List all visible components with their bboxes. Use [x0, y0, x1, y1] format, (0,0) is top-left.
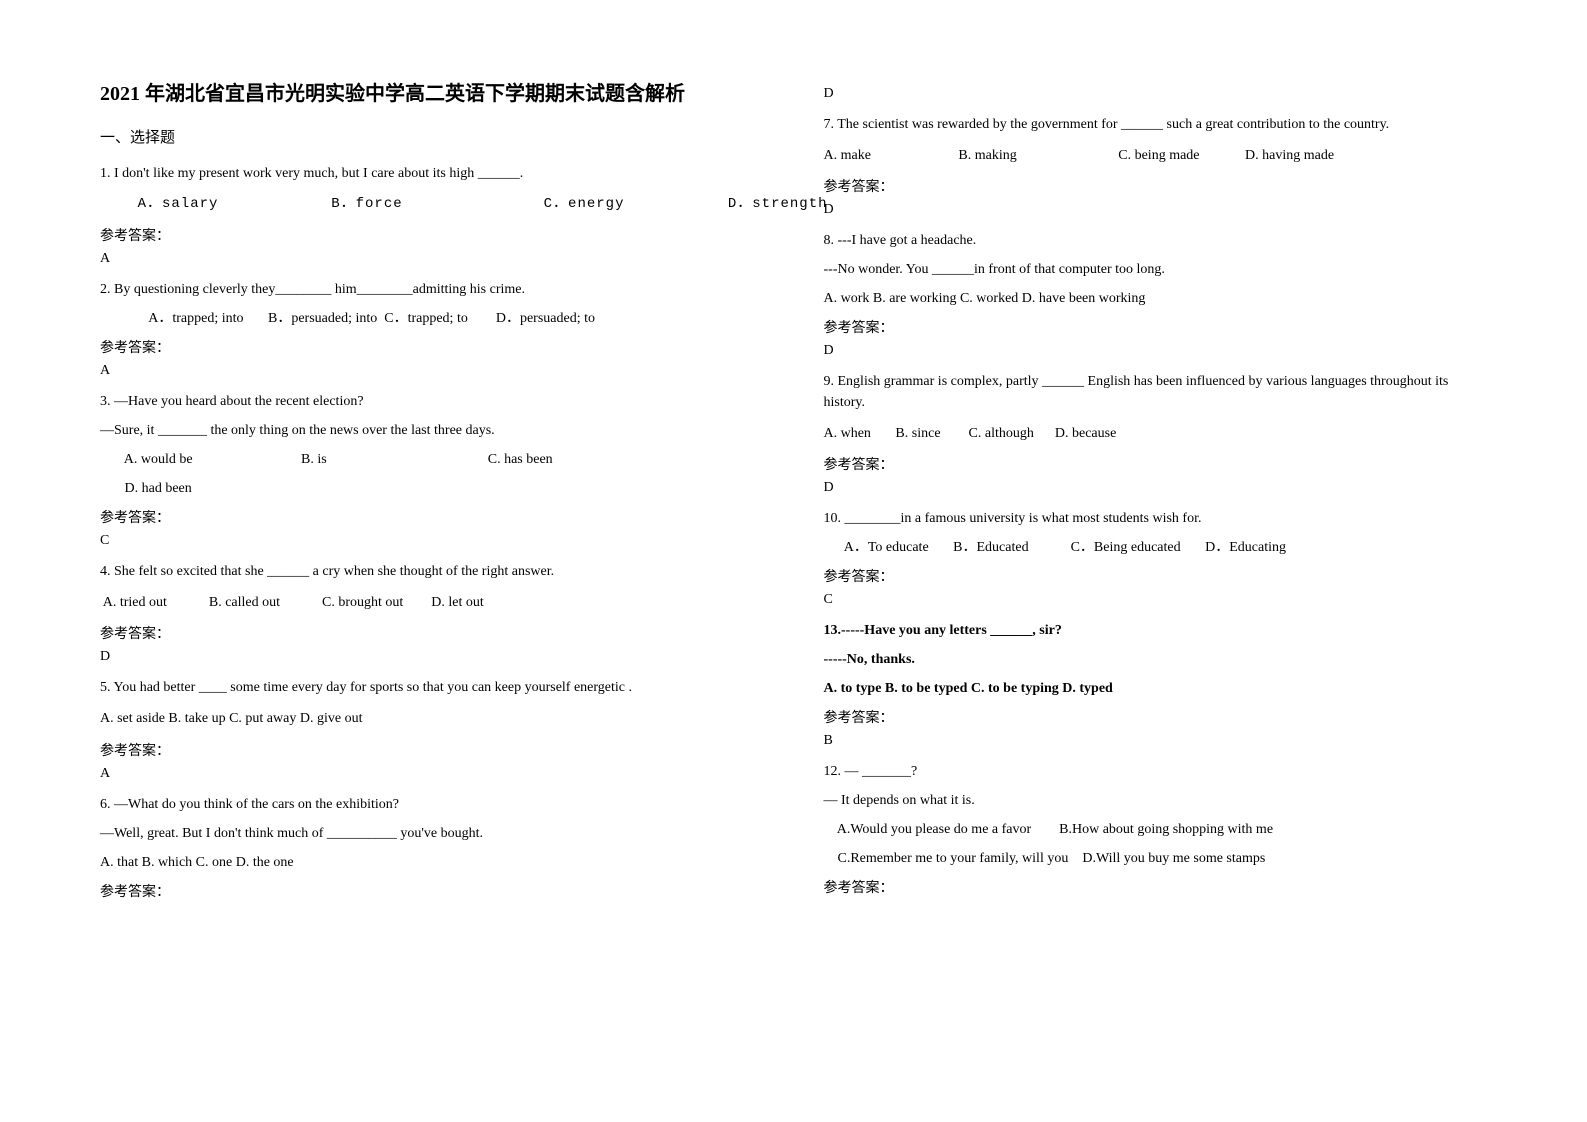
q8-line2: ---No wonder. You ______in front of that… [824, 259, 1488, 280]
q7-answer: D [824, 202, 1488, 218]
q10-answer: C [824, 592, 1488, 608]
q3-line4: D. had been [100, 478, 764, 499]
q8-line1: 8. ---I have got a headache. [824, 230, 1488, 251]
q5-stem: 5. You had better ____ some time every d… [100, 677, 764, 698]
q3-line2: —Sure, it _______ the only thing on the … [100, 420, 764, 441]
q7-options: A. make B. making C. being made D. havin… [824, 143, 1488, 168]
q2-options: A．trapped; into B．persuaded; into C．trap… [100, 308, 764, 329]
q11-line2: -----No, thanks. [824, 649, 1488, 670]
answer-label: 参考答案： [100, 623, 764, 643]
right-column: D 7. The scientist was rewarded by the g… [824, 80, 1488, 905]
answer-label: 参考答案： [824, 317, 1488, 337]
answer-label: 参考答案： [824, 454, 1488, 474]
q9-answer: D [824, 480, 1488, 496]
q12-line2: — It depends on what it is. [824, 790, 1488, 811]
q2-stem: 2. By questioning cleverly they________ … [100, 279, 764, 300]
q10-stem: 10. ________in a famous university is wh… [824, 508, 1488, 529]
q2-answer: A [100, 363, 764, 379]
answer-label: 参考答案： [824, 707, 1488, 727]
q11-line3: A. to type B. to be typed C. to be typin… [824, 678, 1488, 699]
answer-label: 参考答案： [100, 225, 764, 245]
q3-answer: C [100, 533, 764, 549]
answer-label: 参考答案： [100, 740, 764, 760]
answer-label: 参考答案： [100, 337, 764, 357]
q1-stem: 1. I don't like my present work very muc… [100, 163, 764, 184]
q6-line3: A. that B. which C. one D. the one [100, 852, 764, 873]
q5-answer: A [100, 766, 764, 782]
q6-line1: 6. —What do you think of the cars on the… [100, 794, 764, 815]
q4-stem: 4. She felt so excited that she ______ a… [100, 561, 764, 582]
left-column: 2021 年湖北省宜昌市光明实验中学高二英语下学期期末试题含解析 一、选择题 1… [100, 80, 764, 905]
q8-line3: A. work B. are working C. worked D. have… [824, 288, 1488, 309]
answer-label: 参考答案： [824, 566, 1488, 586]
q6-line2: —Well, great. But I don't think much of … [100, 823, 764, 844]
q10-options: A．To educate B．Educated C．Being educated… [824, 537, 1488, 558]
q4-options: A. tried out B. called out C. brought ou… [100, 590, 764, 615]
document-title: 2021 年湖北省宜昌市光明实验中学高二英语下学期期末试题含解析 [100, 80, 764, 108]
q5-options: A. set aside B. take up C. put away D. g… [100, 706, 764, 731]
exam-page: 2021 年湖北省宜昌市光明实验中学高二英语下学期期末试题含解析 一、选择题 1… [0, 0, 1587, 945]
answer-label: 参考答案： [824, 877, 1488, 897]
q6-answer: D [824, 86, 1488, 102]
answer-label: 参考答案： [100, 881, 764, 901]
q9-stem: 9. English grammar is complex, partly __… [824, 371, 1488, 413]
q3-line1: 3. —Have you heard about the recent elec… [100, 391, 764, 412]
q12-line1: 12. — _______? [824, 761, 1488, 782]
q8-answer: D [824, 343, 1488, 359]
answer-label: 参考答案： [824, 176, 1488, 196]
q12-line4: C.Remember me to your family, will you D… [824, 848, 1488, 869]
q1-options: A．salary B．force C．energy D．strength [100, 192, 764, 217]
answer-label: 参考答案： [100, 507, 764, 527]
q3-line3: A. would be B. is C. has been [100, 449, 764, 470]
q7-stem: 7. The scientist was rewarded by the gov… [824, 114, 1488, 135]
q1-answer: A [100, 251, 764, 267]
q9-options: A. when B. since C. although D. because [824, 421, 1488, 446]
q4-answer: D [100, 649, 764, 665]
q11-line1: 13.-----Have you any letters ______, sir… [824, 620, 1488, 641]
section-heading: 一、选择题 [100, 126, 764, 147]
q12-line3: A.Would you please do me a favor B.How a… [824, 819, 1488, 840]
q11-answer: B [824, 733, 1488, 749]
